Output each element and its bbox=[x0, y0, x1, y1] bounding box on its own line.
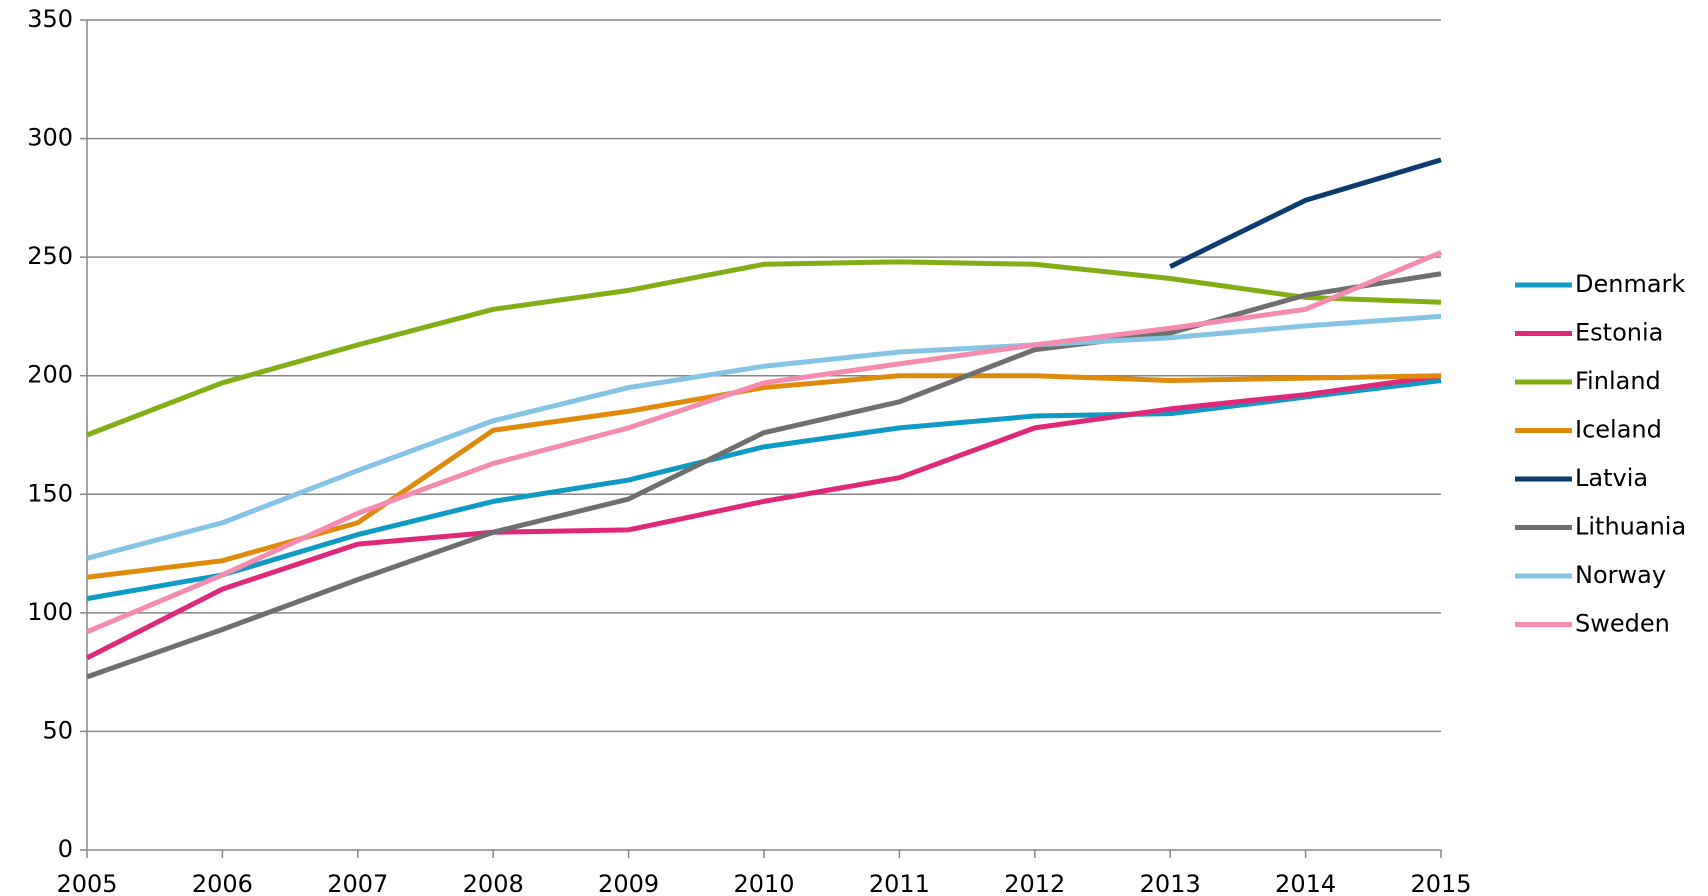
legend-label: Norway bbox=[1575, 561, 1666, 589]
legend-label: Estonia bbox=[1575, 319, 1663, 347]
legend-label: Latvia bbox=[1575, 464, 1648, 492]
legend-label: Finland bbox=[1575, 367, 1661, 395]
x-tick-label: 2010 bbox=[733, 870, 794, 896]
y-tick-label: 350 bbox=[27, 5, 73, 33]
y-tick-label: 50 bbox=[42, 716, 73, 744]
legend-label: Iceland bbox=[1575, 416, 1662, 444]
x-tick-label: 2005 bbox=[56, 870, 117, 896]
x-tick-label: 2007 bbox=[327, 870, 388, 896]
line bbox=[85, 373, 1442, 661]
x-tick-label: 2015 bbox=[1410, 870, 1471, 896]
x-tick-label: 2011 bbox=[869, 870, 930, 896]
x-tick-label: 2006 bbox=[192, 870, 253, 896]
line bbox=[86, 250, 1442, 635]
y-tick-label: 0 bbox=[58, 835, 73, 863]
line bbox=[1169, 157, 1442, 269]
x-tick-label: 2013 bbox=[1140, 870, 1201, 896]
x-tick-label: 2014 bbox=[1275, 870, 1336, 896]
x-tick-label: 2008 bbox=[463, 870, 524, 896]
line bbox=[86, 313, 1442, 561]
line bbox=[86, 259, 1442, 438]
y-tick-label: 100 bbox=[27, 598, 73, 626]
y-tick-label: 200 bbox=[27, 361, 73, 389]
legend-label: Lithuania bbox=[1575, 513, 1686, 541]
y-tick-label: 300 bbox=[27, 124, 73, 152]
x-tick-label: 2012 bbox=[1004, 870, 1065, 896]
y-tick-label: 150 bbox=[27, 479, 73, 507]
x-tick-label: 2009 bbox=[598, 870, 659, 896]
line bbox=[86, 377, 1442, 602]
y-tick-label: 250 bbox=[27, 242, 73, 270]
legend-label: Denmark bbox=[1575, 270, 1685, 298]
legend-label: Sweden bbox=[1575, 610, 1670, 638]
